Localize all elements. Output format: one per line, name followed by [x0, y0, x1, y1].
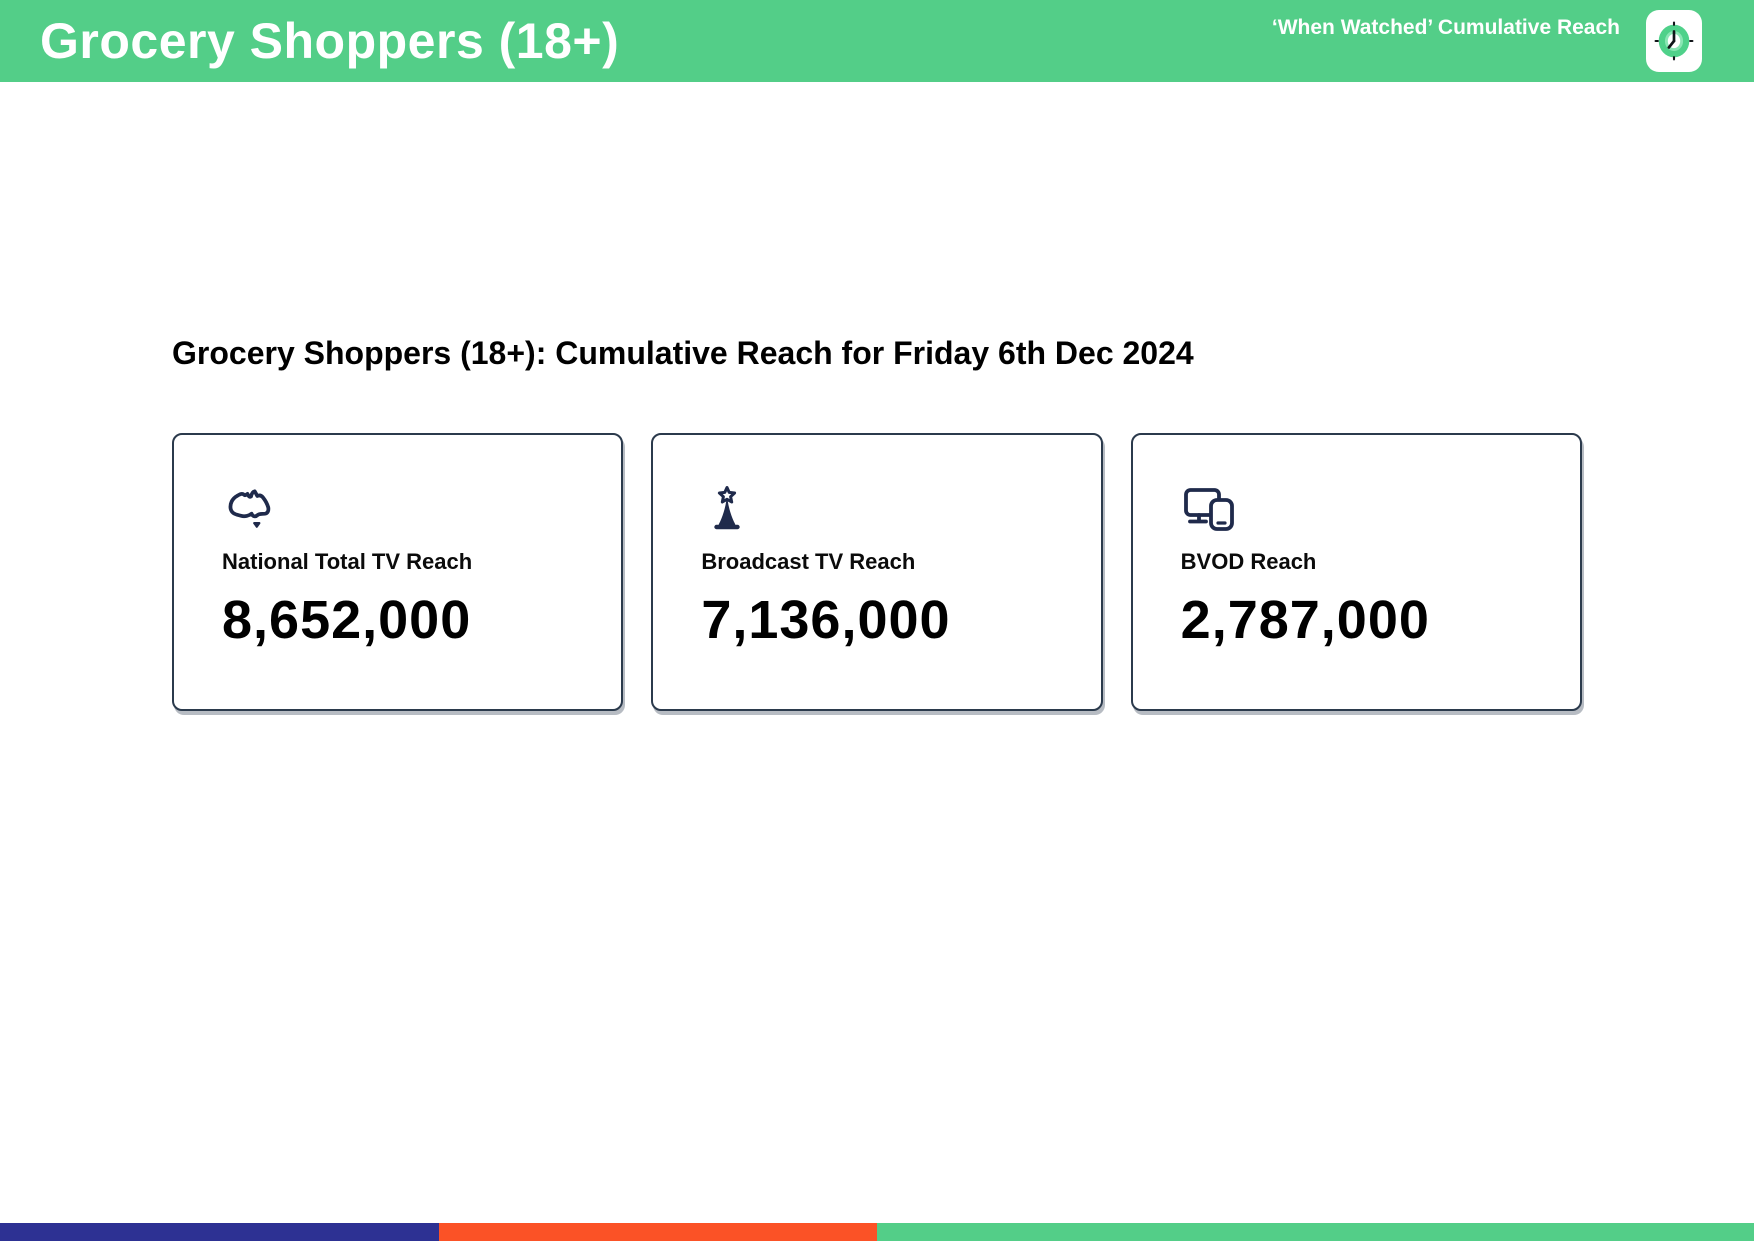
brand-logo	[1646, 10, 1702, 72]
app-header: Grocery Shoppers (18+) ‘When Watched’ Cu…	[0, 0, 1754, 82]
footer-stripe	[0, 1223, 1754, 1241]
stripe-segment-navy	[0, 1223, 439, 1241]
kpi-card-national-total-tv-reach: National Total TV Reach 8,652,000	[172, 433, 624, 711]
header-tagline: ‘When Watched’ Cumulative Reach	[1271, 16, 1620, 39]
kpi-card-label: National Total TV Reach	[222, 549, 473, 574]
kpi-card-value: 2,787,000	[1180, 590, 1430, 650]
kpi-cards-row: National Total TV Reach 8,652,000 Broadc…	[172, 433, 1582, 711]
kpi-card-bvod-reach: BVOD Reach 2,787,000	[1130, 433, 1582, 711]
main-content: Grocery Shoppers (18+): Cumulative Reach…	[0, 82, 1754, 711]
australia-map-icon	[222, 485, 278, 533]
broadcast-tower-icon	[701, 485, 757, 533]
kpi-card-value: 7,136,000	[701, 590, 951, 650]
kpi-card-broadcast-tv-reach: Broadcast TV Reach 7,136,000	[651, 433, 1103, 711]
header-right-group: ‘When Watched’ Cumulative Reach	[1272, 10, 1702, 72]
kpi-card-label: BVOD Reach	[1180, 549, 1317, 574]
report-heading: Grocery Shoppers (18+): Cumulative Reach…	[172, 335, 1194, 371]
app-title: Grocery Shoppers (18+)	[40, 13, 620, 69]
kpi-card-label: Broadcast TV Reach	[701, 549, 916, 574]
stripe-segment-orange	[438, 1223, 877, 1241]
stripe-segment-green	[877, 1223, 1754, 1241]
tv-and-phone-devices-icon	[1181, 485, 1237, 533]
clock-icon	[1654, 21, 1694, 61]
kpi-card-value: 8,652,000	[222, 590, 472, 650]
